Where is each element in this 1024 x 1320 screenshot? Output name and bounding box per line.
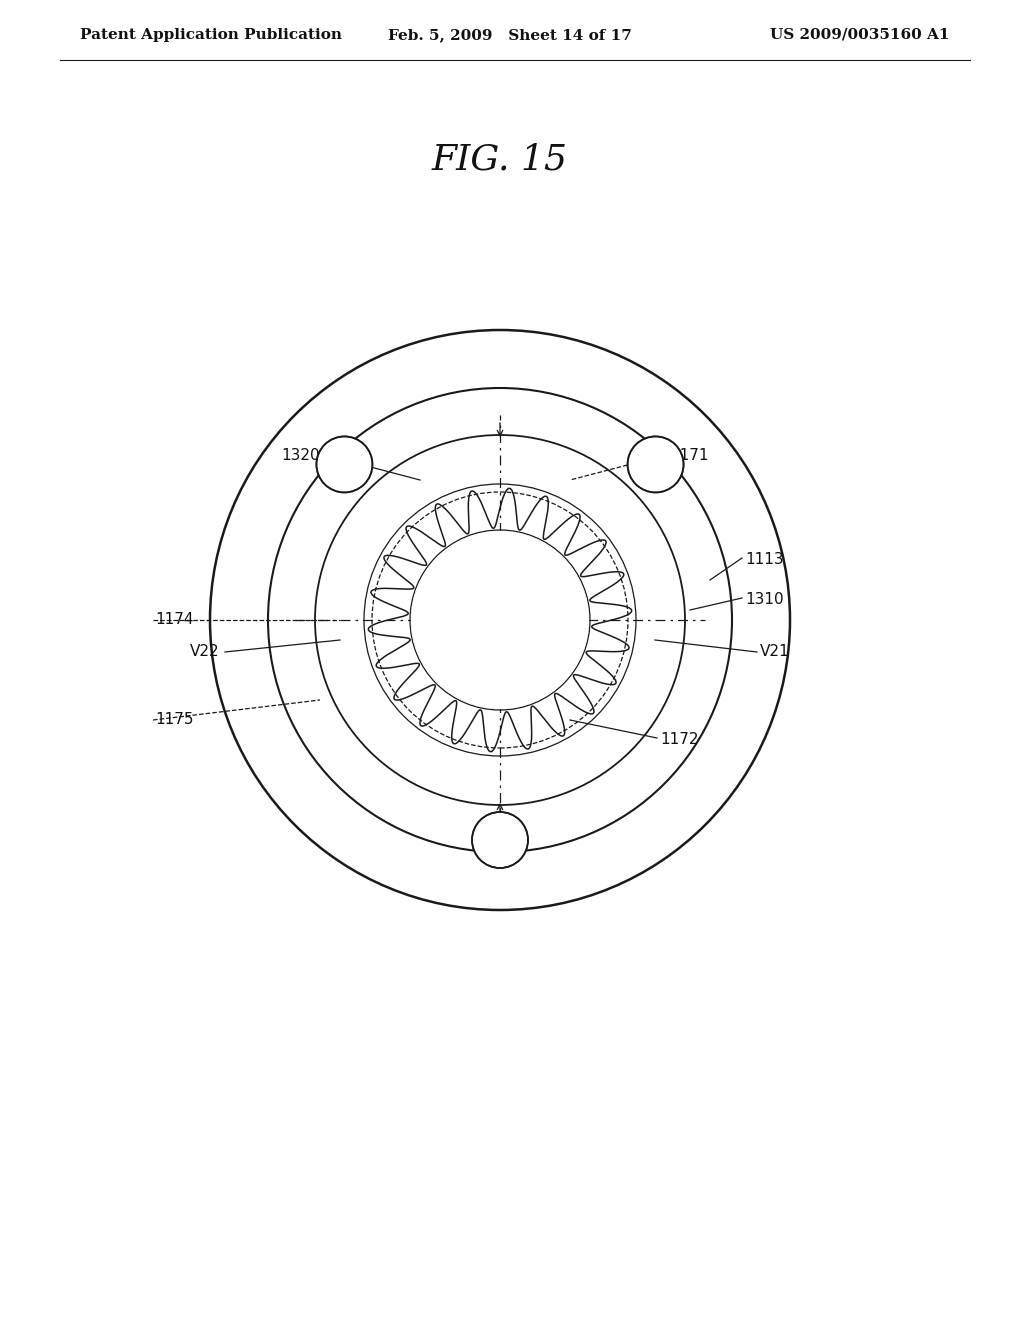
Text: 1310: 1310	[745, 593, 783, 607]
Text: 1172: 1172	[660, 733, 698, 747]
Text: US 2009/0035160 A1: US 2009/0035160 A1	[770, 28, 950, 42]
Text: 1174: 1174	[155, 612, 194, 627]
Ellipse shape	[411, 531, 589, 709]
Text: V22: V22	[190, 644, 219, 660]
Text: V21: V21	[760, 644, 790, 660]
Text: Feb. 5, 2009   Sheet 14 of 17: Feb. 5, 2009 Sheet 14 of 17	[388, 28, 632, 42]
Text: 1113: 1113	[745, 553, 783, 568]
Ellipse shape	[472, 812, 528, 869]
Text: 1175: 1175	[155, 713, 194, 727]
Text: 1171: 1171	[670, 447, 709, 462]
Ellipse shape	[316, 437, 373, 492]
Text: Patent Application Publication: Patent Application Publication	[80, 28, 342, 42]
Text: 1320: 1320	[282, 447, 319, 462]
Text: FIG. 15: FIG. 15	[432, 143, 568, 177]
Ellipse shape	[628, 437, 684, 492]
Ellipse shape	[422, 543, 578, 698]
Text: 1173: 1173	[480, 833, 519, 847]
